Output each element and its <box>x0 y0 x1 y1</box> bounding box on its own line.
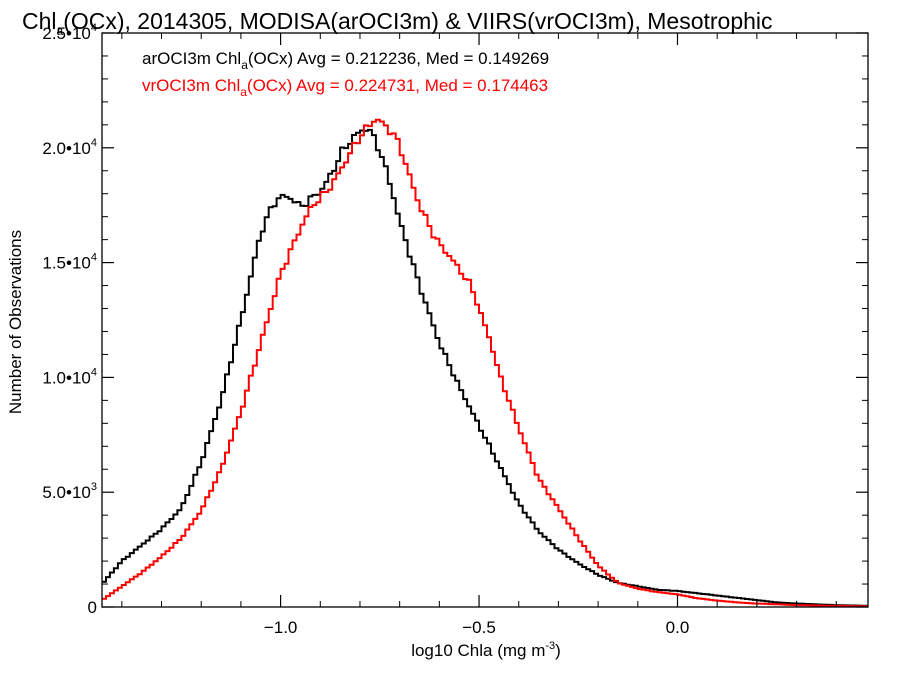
y-tick-label: 5.0•103 <box>42 481 97 502</box>
y-tick-label: 1.0•104 <box>42 366 97 387</box>
chart-title: Chla(OCx), 2014305, MODISA(arOCI3m) & VI… <box>22 8 773 38</box>
tick-labels-layer: −1.0 −0.5 0.0 0 5.0•103 1.0•104 1.5•104 2.0•104… <box>42 22 689 637</box>
x-tick-label: 0.0 <box>666 618 690 637</box>
x-axis-label: log10 Chla (mg m-3) <box>411 640 561 660</box>
legend-entry-vrOCI3m: vrOCI3m Chla(OCx) Avg = 0.224731, Med = … <box>142 76 548 99</box>
legend: arOCI3m Chla(OCx) Avg = 0.212236, Med = … <box>142 49 549 99</box>
legend-entry-arOCI3m: arOCI3m Chla(OCx) Avg = 0.212236, Med = … <box>142 49 549 72</box>
series-line-1 <box>102 118 868 608</box>
x-tick-label: −0.5 <box>462 618 496 637</box>
series-layer <box>102 118 868 608</box>
y-tick-label: 2.0•104 <box>42 137 97 158</box>
ticks-layer <box>102 32 868 608</box>
y-axis-label: Number of Observations <box>6 230 25 414</box>
plot-frame <box>101 32 869 608</box>
y-tick-label: 1.5•104 <box>42 252 97 273</box>
x-tick-label: −1.0 <box>264 618 298 637</box>
y-tick-label: 0 <box>88 598 97 617</box>
series-line-0 <box>102 128 868 607</box>
y-tick-label: 2.5•104 <box>42 22 97 43</box>
